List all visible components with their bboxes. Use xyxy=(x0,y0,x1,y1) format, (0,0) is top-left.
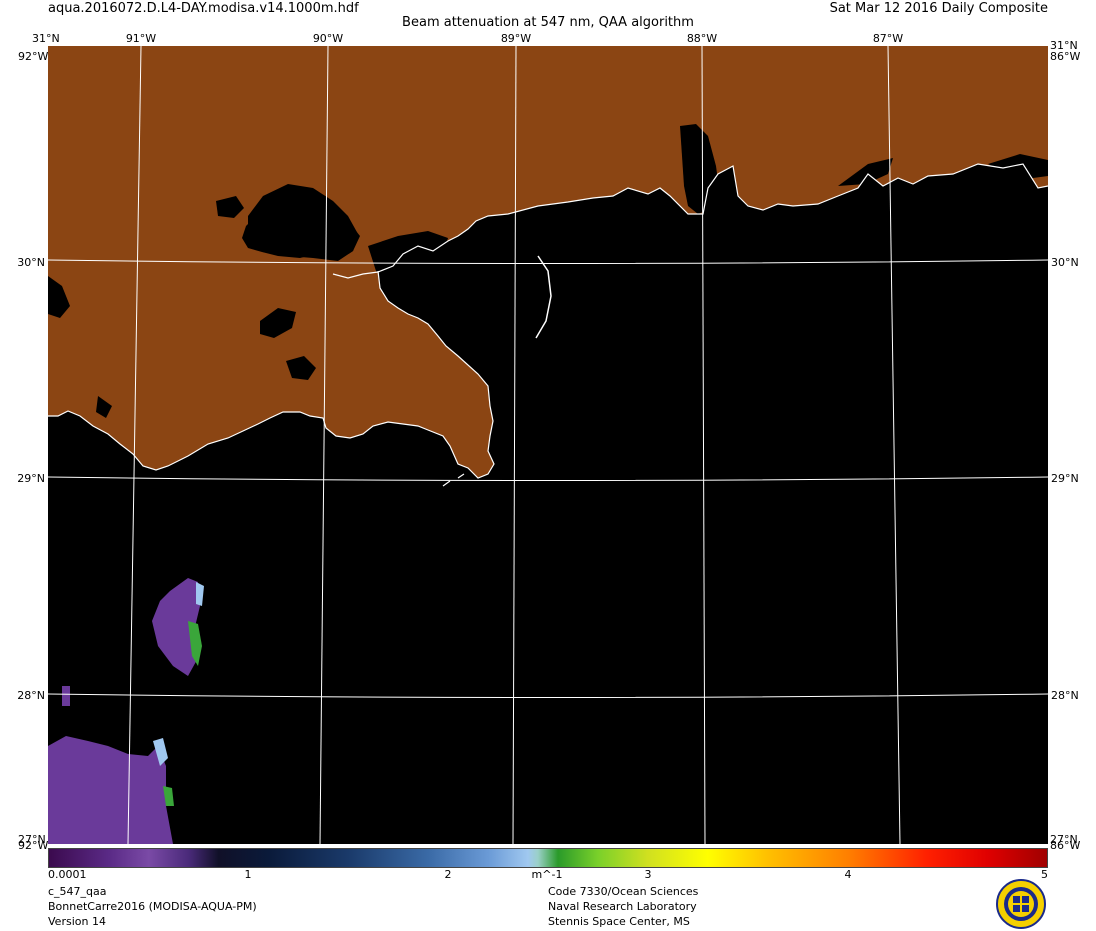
small-lake-2 xyxy=(260,308,296,338)
lat-label-left-30: 30°N xyxy=(17,256,45,269)
lon-label-91: 91°W xyxy=(125,32,157,45)
data-patch-north-light xyxy=(196,582,204,606)
colorbar-tick-1: 1 xyxy=(244,868,252,881)
corner-lat-bottom-right: 27°N xyxy=(1050,833,1078,846)
corner-lon-top-left: 92°W xyxy=(18,50,49,63)
org-line-1: Code 7330/Ocean Sciences xyxy=(548,885,699,898)
date-label: Sat Mar 12 2016 Daily Composite xyxy=(829,1,1048,16)
lat-label-right-29: 29°N xyxy=(1051,472,1079,485)
corner-lat-bottom-left: 27°N xyxy=(18,833,46,846)
lon-label-89: 89°W xyxy=(500,32,532,45)
colorbar-tick-2: 2 xyxy=(444,868,452,881)
colorbar-tick-max: 5 xyxy=(1041,868,1048,881)
map-canvas xyxy=(48,46,1048,844)
lon-label-87: 87°W xyxy=(872,32,904,45)
nrl-seal-logo xyxy=(996,879,1046,929)
meridian-line xyxy=(127,46,142,844)
org-line-3: Stennis Space Center, MS xyxy=(548,915,690,928)
meridian-line xyxy=(512,46,517,844)
chandeleur-islands xyxy=(535,255,552,339)
lon-label-90: 90°W xyxy=(312,32,344,45)
small-lake-4 xyxy=(48,276,70,318)
lat-label-left-28: 28°N xyxy=(17,689,45,702)
data-patch-south-light xyxy=(153,738,168,766)
filename-label: aqua.2016072.D.L4-DAY.modisa.v14.1000m.h… xyxy=(48,1,359,16)
corner-lat-top-left: 31°N xyxy=(32,32,60,45)
corner-lon-bottom-left: 92°W xyxy=(18,839,49,852)
corner-lon-top-right: 86°W xyxy=(1050,50,1081,63)
perdido-bay xyxy=(838,158,893,186)
data-patch-north xyxy=(152,578,200,676)
small-lake-5 xyxy=(96,396,112,418)
dataset-name: BonnetCarre2016 (MODISA-AQUA-PM) xyxy=(48,900,257,913)
parallel-line xyxy=(48,476,1048,481)
small-lake-1 xyxy=(216,196,244,218)
parallel-line xyxy=(48,693,1048,698)
lon-label-88: 88°W xyxy=(686,32,718,45)
meridian-line xyxy=(319,46,329,844)
product-name: c_547_qaa xyxy=(48,885,107,898)
lat-label-right-30: 30°N xyxy=(1051,256,1079,269)
meridian-line xyxy=(887,46,901,844)
map-panel xyxy=(48,46,1048,844)
lake-pontchartrain xyxy=(248,184,358,261)
data-patch-south xyxy=(48,736,173,844)
corner-lon-bottom-right: 86°W xyxy=(1050,839,1081,852)
small-lake-3 xyxy=(286,356,316,380)
data-patch-south-2 xyxy=(62,686,70,706)
data-patch-south-green xyxy=(163,786,174,806)
map-title: Beam attenuation at 547 nm, QAA algorith… xyxy=(402,15,694,30)
barrier-islands xyxy=(442,473,465,487)
meridian-line xyxy=(701,46,706,844)
lat-label-left-29: 29°N xyxy=(17,472,45,485)
data-patch-north-green xyxy=(188,621,202,666)
coastline xyxy=(48,163,1048,479)
colorbar-tick-min: 0.0001 xyxy=(48,868,87,881)
pensacola-bay xyxy=(988,154,1048,178)
corner-lat-top-right: 31°N xyxy=(1050,39,1078,52)
colorbar-tick-4: 4 xyxy=(844,868,852,881)
lat-label-right-28: 28°N xyxy=(1051,689,1079,702)
colorbar xyxy=(48,848,1048,868)
version-label: Version 14 xyxy=(48,915,106,928)
org-line-2: Naval Research Laboratory xyxy=(548,900,697,913)
colorbar-unit: m^-1 xyxy=(531,868,563,881)
colorbar-tick-3: 3 xyxy=(644,868,652,881)
graticule xyxy=(48,46,1048,844)
parallel-line xyxy=(48,259,1048,264)
mobile-bay xyxy=(680,124,720,214)
